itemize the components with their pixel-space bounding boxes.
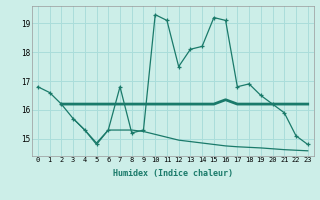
X-axis label: Humidex (Indice chaleur): Humidex (Indice chaleur) bbox=[113, 169, 233, 178]
